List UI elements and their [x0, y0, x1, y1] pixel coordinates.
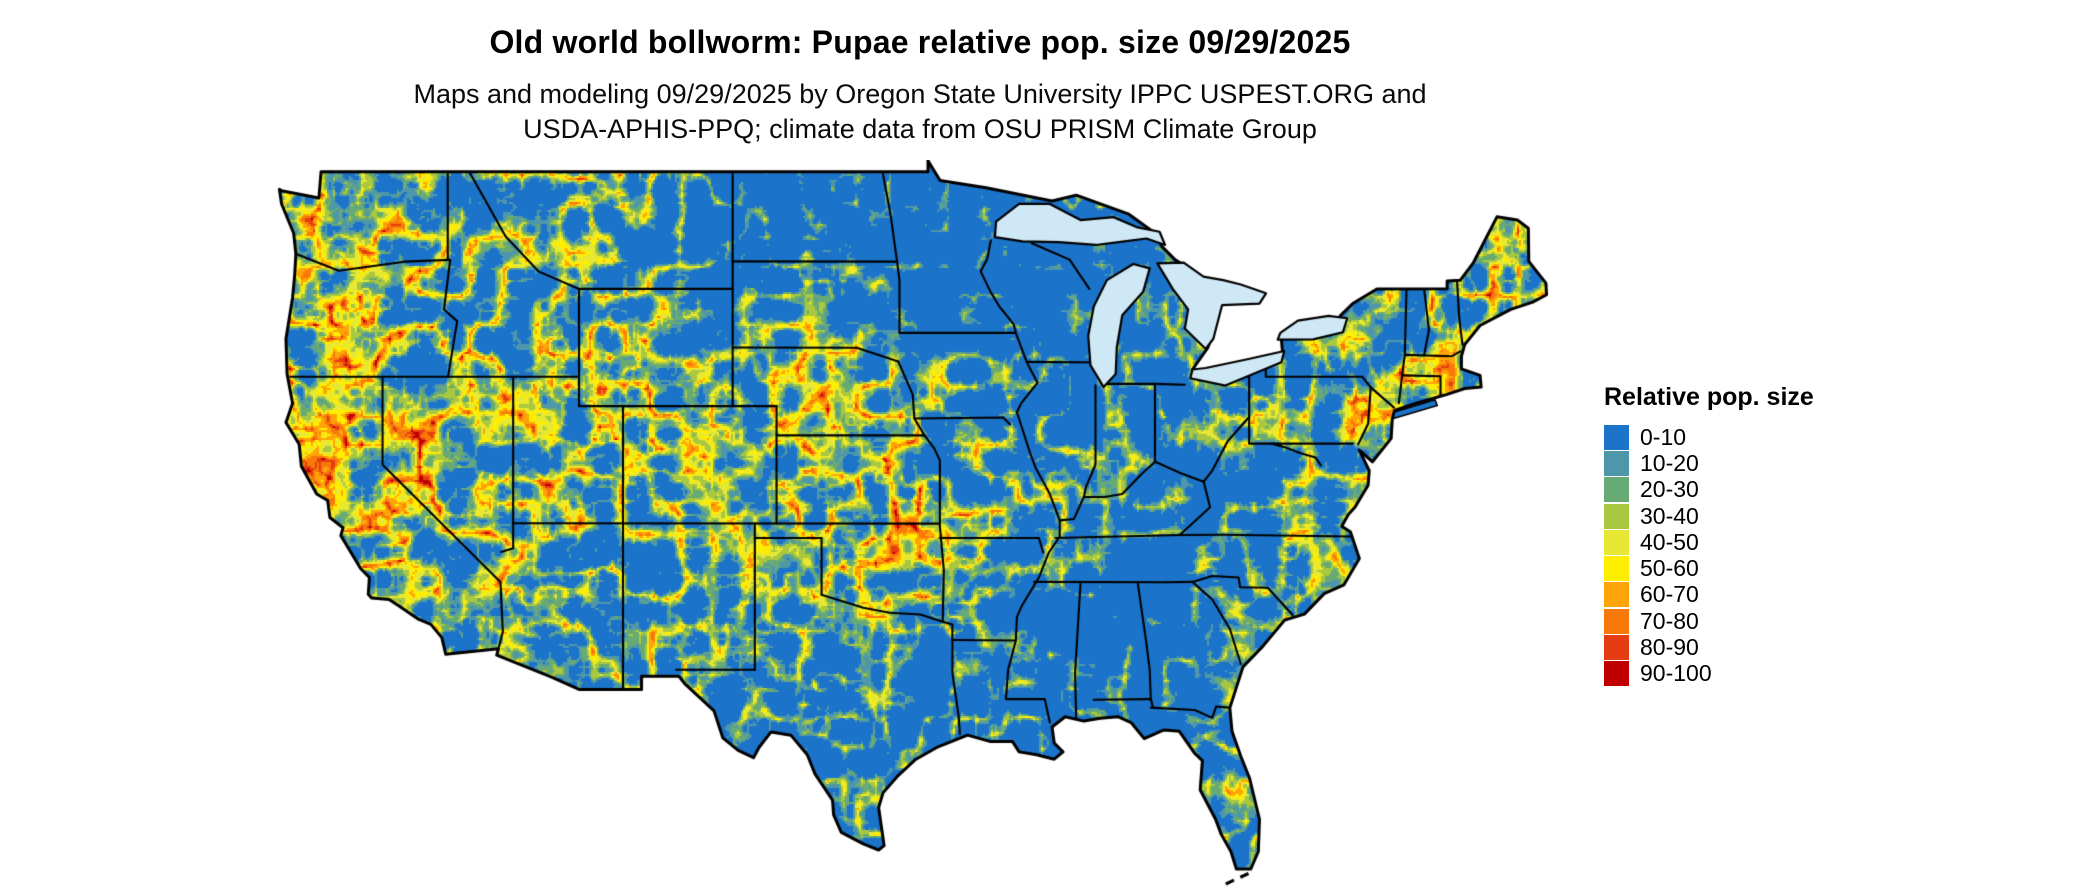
legend-label: 90-100 — [1640, 660, 1712, 687]
legend-label: 30-40 — [1640, 502, 1699, 529]
map-title: Old world bollworm: Pupae relative pop. … — [489, 24, 1351, 60]
legend-row: 10-20 — [1604, 450, 1904, 476]
map-subtitle-line2: USDA-APHIS-PPQ; climate data from OSU PR… — [523, 114, 1317, 144]
map-header: Old world bollworm: Pupae relative pop. … — [0, 24, 1840, 147]
legend-row: 50-60 — [1604, 555, 1904, 581]
legend-swatch — [1604, 503, 1629, 529]
legend-row: 20-30 — [1604, 476, 1904, 503]
map-subtitle: Maps and modeling 09/29/2025 by Oregon S… — [0, 77, 1840, 147]
legend-rows: 0-10 10-20 20-30 30-40 40-50 50-60 60-70 70-80 8… — [1604, 424, 1904, 687]
legend-label: 60-70 — [1640, 581, 1699, 608]
legend-row: 40-50 — [1604, 529, 1904, 555]
legend-swatch — [1604, 477, 1629, 503]
legend-swatch — [1604, 556, 1629, 582]
legend-swatch — [1604, 608, 1629, 634]
legend-row: 30-40 — [1604, 503, 1904, 529]
legend-label: 40-50 — [1640, 528, 1699, 555]
legend-label: 10-20 — [1640, 449, 1699, 476]
legend-row: 60-70 — [1604, 581, 1904, 608]
legend-label: 50-60 — [1640, 555, 1699, 582]
legend-swatch — [1604, 582, 1629, 608]
legend-title: Relative pop. size — [1604, 383, 1814, 411]
us-map — [275, 160, 1560, 892]
legend-swatch — [1604, 661, 1629, 687]
legend-row: 0-10 — [1604, 424, 1904, 450]
legend-label: 20-30 — [1640, 476, 1699, 503]
legend: Relative pop. size 0-10 10-20 20-30 30-40 40… — [1604, 383, 1904, 687]
legend-swatch — [1604, 635, 1629, 661]
legend-label: 80-90 — [1640, 634, 1699, 661]
legend-row: 90-100 — [1604, 660, 1904, 687]
legend-swatch — [1604, 450, 1629, 476]
legend-row: 70-80 — [1604, 608, 1904, 634]
legend-label: 70-80 — [1640, 607, 1699, 634]
legend-row: 80-90 — [1604, 634, 1904, 660]
legend-label: 0-10 — [1640, 423, 1687, 450]
map-subtitle-line1: Maps and modeling 09/29/2025 by Oregon S… — [413, 79, 1427, 109]
legend-swatch — [1604, 424, 1629, 450]
legend-swatch — [1604, 529, 1629, 555]
us-map-canvas — [275, 160, 1560, 892]
